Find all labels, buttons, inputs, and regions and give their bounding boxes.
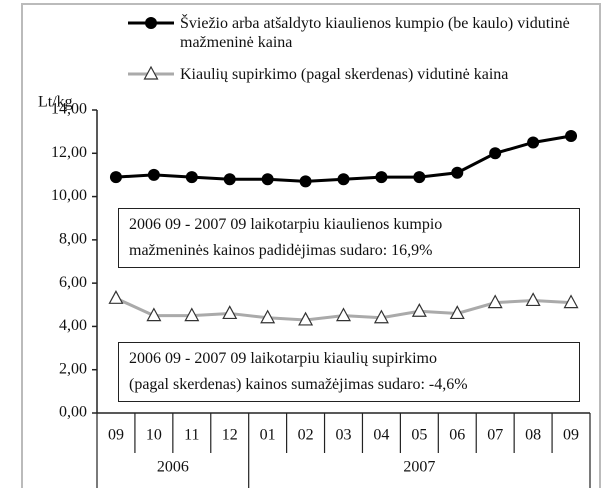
legend-marker (145, 17, 157, 29)
x-tick-label: 08 (525, 427, 541, 444)
marker (527, 136, 540, 149)
marker (375, 171, 388, 184)
x-tick-label: 03 (336, 427, 352, 444)
x-tick-label: 07 (487, 427, 503, 444)
y-tick-label: 4,00 (59, 317, 87, 334)
marker (487, 294, 503, 309)
marker (373, 309, 389, 324)
group-label: 2006 (157, 459, 189, 476)
marker (451, 166, 464, 179)
annotation-line: 2006 09 - 2007 09 laikotarpiu kiaulienos… (129, 216, 443, 233)
marker (335, 307, 352, 322)
x-tick-label: 05 (411, 427, 427, 444)
marker (563, 294, 579, 309)
marker (411, 303, 427, 317)
marker (261, 173, 274, 186)
marker (184, 307, 200, 322)
marker (525, 292, 541, 307)
marker (146, 307, 162, 322)
x-tick-label: 11 (184, 427, 199, 444)
x-tick-label: 09 (563, 427, 579, 444)
annotation-line: mažmeninės kainos padidėjimas sudaro: 16… (129, 242, 433, 259)
x-tick-label: 01 (260, 427, 276, 444)
frame (21, 3, 601, 488)
marker (299, 175, 312, 188)
marker (337, 173, 350, 186)
marker (223, 173, 236, 186)
legend-entry: Šviežio arba atšaldyto kiaulienos kumpio… (180, 15, 570, 51)
x-tick-label: 06 (449, 427, 465, 444)
legend-entry: Kiaulių supirkimo (pagal skerdenas) vidu… (180, 66, 509, 83)
y-tick-label: 12,00 (51, 144, 87, 161)
x-tick-label: 04 (373, 427, 389, 444)
group-label: 2007 (403, 459, 435, 476)
x-tick-label: 02 (298, 427, 314, 444)
marker (147, 168, 160, 181)
annotation-box: 2006 09 - 2007 09 laikotarpiu kiaulienos… (118, 208, 580, 268)
marker (185, 171, 198, 184)
marker (298, 311, 314, 326)
marker (222, 305, 238, 320)
marker (260, 309, 276, 324)
y-tick-label: 2,00 (59, 360, 87, 377)
y-tick-label: 8,00 (59, 231, 87, 248)
marker (449, 305, 465, 320)
x-tick-label: 09 (108, 427, 124, 444)
marker (108, 290, 124, 304)
marker (489, 147, 502, 160)
legend-marker (143, 65, 159, 80)
marker (565, 129, 578, 142)
y-tick-label: 14,00 (51, 101, 87, 118)
y-tick-label: 10,00 (51, 187, 87, 204)
marker (413, 171, 426, 184)
y-tick-label: 6,00 (59, 274, 87, 291)
annotation-line: (pagal skerdenas) kainos sumažėjimas sud… (129, 376, 468, 393)
annotation-line: 2006 09 - 2007 09 laikotarpiu kiaulių su… (129, 350, 437, 367)
marker (109, 171, 122, 184)
y-axis-label: Lt/kg (38, 94, 73, 111)
annotation-box: 2006 09 - 2007 09 laikotarpiu kiaulių su… (118, 342, 580, 402)
x-tick-label: 12 (222, 427, 238, 444)
y-tick-label: 0,00 (59, 404, 87, 421)
x-tick-label: 10 (146, 427, 162, 444)
